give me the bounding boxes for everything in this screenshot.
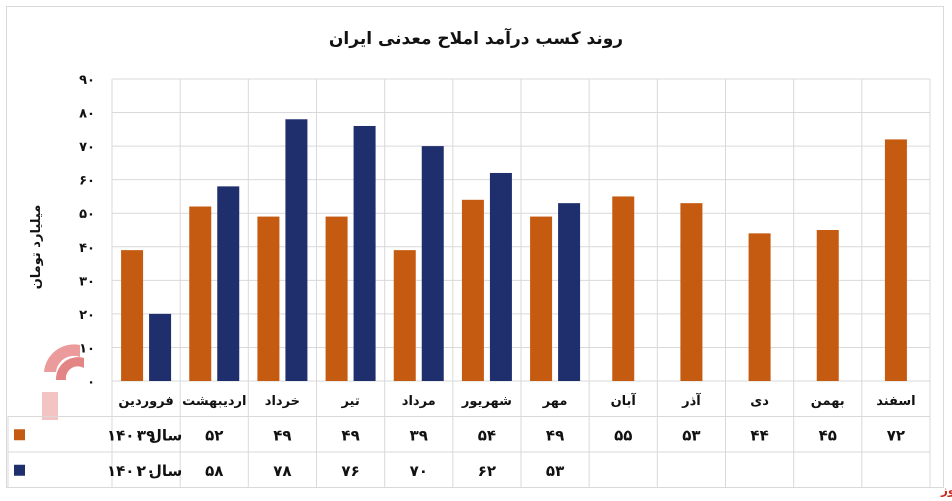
data-label: ۵۳	[682, 426, 700, 444]
source-label: بورس نیوز	[940, 483, 952, 498]
data-label: ۷۶	[341, 462, 359, 480]
data-label: ۷۸	[273, 462, 291, 480]
bourse-news-logo-icon	[42, 344, 84, 420]
data-label: ۷۰	[410, 462, 428, 480]
bar-1400	[884, 139, 907, 381]
y-tick-label: ۳۰	[79, 274, 95, 289]
bar-1400	[816, 230, 839, 381]
data-label: ۵۴	[478, 426, 496, 444]
y-tick-label: ۶۰	[79, 174, 95, 189]
y-tick-label: ۲۰	[79, 308, 95, 323]
legend-entry: سال ۱۴۰۱	[107, 462, 182, 480]
legend-swatch	[14, 429, 25, 441]
x-tick-label: مهر	[542, 394, 568, 409]
y-tick-label: ۷۰	[79, 140, 95, 155]
x-tick-label: آبان	[611, 392, 637, 409]
bar-1400	[257, 216, 280, 381]
x-tick-label: بهمن	[811, 394, 845, 409]
bar-1400	[612, 196, 635, 381]
data-label: ۵۲	[205, 426, 223, 444]
x-tick-label: فروردین	[118, 394, 173, 409]
y-tick-label: ۹۰	[79, 73, 95, 88]
data-label: ۴۹	[273, 426, 291, 444]
x-tick-label: خرداد	[265, 394, 300, 409]
bar-1400	[461, 199, 484, 381]
y-tick-label: ۰	[87, 375, 95, 390]
x-tick-label: دی	[750, 394, 769, 409]
y-tick-label: ۸۰	[79, 107, 95, 122]
bar-1400	[530, 216, 553, 381]
data-label: ۵۸	[205, 462, 223, 480]
legend-swatch	[14, 464, 25, 476]
x-tick-label: اسفند	[876, 394, 915, 409]
x-tick-label: اردیبهشت	[182, 394, 246, 409]
data-label: ۳۹	[137, 426, 155, 444]
x-tick-label: مرداد	[402, 394, 436, 409]
bar-1400	[748, 233, 771, 381]
bar-1400	[121, 250, 144, 381]
data-label: ۳۹	[410, 426, 428, 444]
legend-entry: سال ۱۴۰۰	[107, 426, 182, 444]
bar-1401	[217, 186, 240, 381]
x-tick-label: شهریور	[461, 394, 512, 409]
bar-1401	[489, 172, 512, 381]
x-tick-label: آذر	[681, 392, 701, 409]
y-tick-label: ۵۰	[79, 207, 95, 222]
data-label: ۶۲	[478, 462, 496, 480]
bar-1401	[558, 203, 581, 381]
bar-1401	[149, 313, 172, 381]
data-label: ۴۹	[546, 426, 564, 444]
y-tick-label: ۴۰	[79, 241, 95, 256]
bar-1401	[421, 146, 444, 381]
data-label: ۴۵	[819, 426, 837, 444]
y-tick-label: ۱۰	[79, 341, 95, 356]
chart-title: روند کسب درآمد املاح معدنی ایران	[329, 27, 623, 49]
data-label: ۵۵	[614, 426, 632, 444]
x-tick-label: تیر	[340, 394, 359, 409]
bar-1400	[393, 250, 416, 381]
bar-1401	[285, 119, 308, 382]
data-label: ۲۰	[137, 462, 155, 480]
bar-1400	[189, 206, 212, 381]
data-label: ۵۳	[546, 462, 564, 480]
bar-1400	[680, 203, 703, 381]
data-label: ۴۹	[341, 426, 359, 444]
bar-1401	[353, 125, 376, 381]
bar-1400	[325, 216, 348, 381]
y-axis-label: میلیارد تومان	[29, 205, 44, 290]
data-label: ۴۴	[750, 426, 768, 444]
data-label: ۷۲	[887, 426, 905, 444]
